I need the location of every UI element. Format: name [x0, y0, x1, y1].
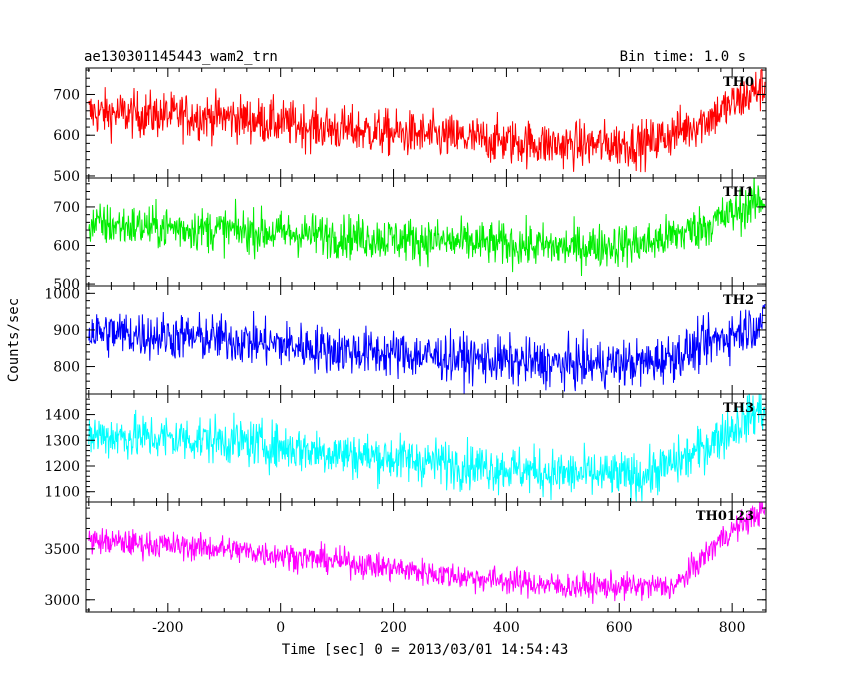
y-tick-label: 600 [53, 128, 80, 144]
series-line-th3 [88, 394, 766, 502]
panel-label: TH3 [723, 401, 754, 416]
y-axis-label: Counts/sec [6, 298, 22, 382]
y-tick-label: 1300 [44, 433, 80, 449]
y-tick-label: 700 [53, 200, 80, 216]
panels-group: 500 600 700 TH0 500 600 700 TH1 800 900 1000 TH2 110… [44, 67, 767, 636]
x-tick-label: -200 [152, 620, 183, 636]
series-line-th0123 [88, 502, 766, 604]
y-tick-label: 700 [53, 87, 80, 103]
panel-frame [85, 393, 767, 503]
panel-th1: 500 600 700 TH1 [53, 177, 767, 293]
panel-th3: 1100 1200 1300 1400 TH3 [44, 393, 767, 503]
panel-th2: 800 900 1000 TH2 [44, 285, 767, 395]
panel-label: TH1 [723, 185, 754, 200]
series-line-th2 [88, 303, 766, 394]
series-line-th1 [88, 178, 766, 277]
y-tick-label: 1200 [44, 459, 80, 475]
y-tick-label: 1400 [44, 408, 80, 424]
panel-label: TH0123 [696, 509, 754, 524]
y-tick-label: 600 [53, 239, 80, 255]
panel-label: TH0 [723, 75, 754, 90]
y-tick-label: 800 [53, 360, 80, 376]
panel-label: TH2 [723, 293, 754, 308]
x-tick-label: 0 [276, 620, 285, 636]
chart-title-right: Bin time: 1.0 s [620, 49, 746, 65]
x-tick-label: 400 [493, 620, 520, 636]
y-tick-label: 3500 [44, 542, 80, 558]
series-line-th0 [88, 68, 766, 173]
y-tick-label: 500 [53, 277, 80, 293]
panel-frame [85, 501, 767, 613]
panel-th0123: 3000 3500 TH0123 [44, 501, 767, 613]
y-tick-label: 500 [53, 169, 80, 185]
panel-th0: 500 600 700 TH0 [53, 67, 767, 185]
chart-title-left: ae130301145443_wam2_trn [84, 49, 278, 65]
y-tick-label: 1000 [44, 286, 80, 302]
x-tick-label: 600 [606, 620, 633, 636]
y-tick-label: 1100 [44, 485, 80, 501]
x-tick-label: 200 [380, 620, 407, 636]
y-tick-label: 3000 [44, 593, 80, 609]
panel-frame [85, 285, 767, 395]
x-tick-label: 800 [719, 620, 746, 636]
y-tick-label: 900 [53, 323, 80, 339]
x-axis-label: Time [sec] 0 = 2013/03/01 14:54:43 [282, 642, 569, 658]
